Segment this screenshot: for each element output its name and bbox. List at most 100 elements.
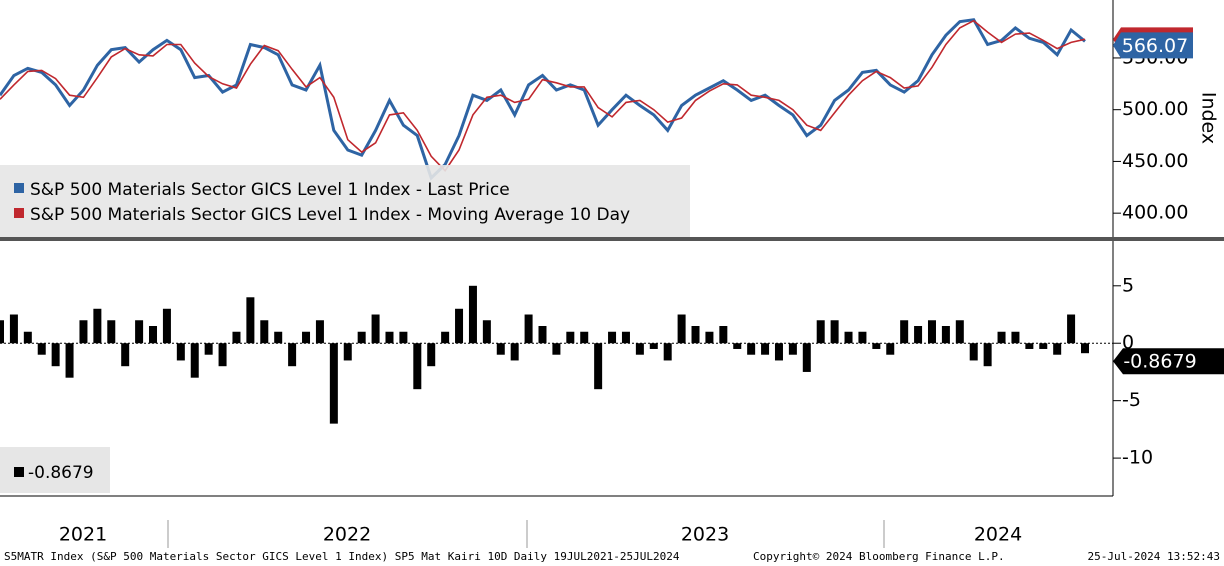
kairi-bar xyxy=(844,331,853,344)
kairi-bar xyxy=(385,331,394,344)
kairi-bar xyxy=(774,343,783,361)
kairi-bar xyxy=(858,331,867,344)
y-tick-label: 400.00 xyxy=(1122,202,1188,224)
kairi-bar xyxy=(941,326,950,344)
kairi-bar xyxy=(357,331,366,344)
kairi-bar xyxy=(649,343,658,349)
overlay: S&P 500 Materials Sector GICS Level 1 In… xyxy=(14,27,1224,483)
footer: 25-Jul-2024 13:52:43 xyxy=(1088,550,1220,563)
kairi-bar xyxy=(496,343,505,355)
kairi-bar xyxy=(0,320,4,344)
kairi-bar xyxy=(733,343,742,349)
kairi-bar xyxy=(927,320,936,344)
kairi-bar xyxy=(705,331,714,344)
kairi-bar xyxy=(51,343,60,367)
kairi-bar xyxy=(274,331,283,344)
y-tick-label: -10 xyxy=(1122,447,1153,469)
kairi-bar xyxy=(677,314,686,344)
kairi-bar xyxy=(747,343,756,355)
last-value-label: 566.07 xyxy=(1122,35,1188,57)
legend-label: S&P 500 Materials Sector GICS Level 1 In… xyxy=(30,180,510,200)
kairi-bar xyxy=(1025,343,1034,349)
kairi-bar xyxy=(788,343,797,355)
kairi-bar xyxy=(468,285,477,344)
kairi-bar xyxy=(580,331,589,344)
kairi-bar xyxy=(1039,343,1048,349)
kairi-bar xyxy=(190,343,199,378)
kairi-bar xyxy=(914,326,923,344)
legend-swatch xyxy=(14,183,24,193)
kairi-bar xyxy=(204,343,213,355)
kairi-bar xyxy=(955,320,964,344)
last-value-box xyxy=(1113,32,1193,59)
x-tick-label: 2023 xyxy=(681,524,729,546)
kairi-bar xyxy=(260,320,269,344)
last-value-label: -0.8679 xyxy=(1123,351,1196,373)
footer: Copyright© 2024 Bloomberg Finance L.P. xyxy=(753,550,1005,563)
kairi-bar xyxy=(1067,314,1076,344)
kairi-bar xyxy=(1081,343,1089,354)
x-tick-label: 2022 xyxy=(323,524,371,546)
kairi-bar xyxy=(65,343,74,378)
kairi-bar xyxy=(524,314,533,344)
kairi-bar xyxy=(830,320,839,344)
legend-swatch xyxy=(14,208,24,218)
kairi-bar xyxy=(691,326,700,344)
y-axis-title: Index xyxy=(1198,92,1220,144)
kairi-bar xyxy=(371,314,380,344)
kairi-bar xyxy=(594,343,603,390)
kairi-bar xyxy=(93,308,102,344)
kairi-bar xyxy=(482,320,491,344)
kairi-bar xyxy=(329,343,338,424)
x-tick-label: 2024 xyxy=(974,524,1022,546)
y-tick-label: 5 xyxy=(1122,274,1134,296)
kairi-bar xyxy=(162,308,171,344)
kairi-bar xyxy=(427,343,436,367)
x-tick-label: 2021 xyxy=(59,524,107,546)
kairi-bar xyxy=(872,343,881,349)
kairi-bar xyxy=(802,343,811,372)
kairi-bar xyxy=(288,343,297,367)
footer: S5MATR Index (S&P 500 Materials Sector G… xyxy=(4,550,680,563)
kairi-bar xyxy=(719,326,728,344)
legend-box xyxy=(0,165,690,237)
kairi-bar xyxy=(121,343,130,367)
kairi-bar xyxy=(37,343,46,355)
legend-label: -0.8679 xyxy=(28,463,94,483)
legend-label: S&P 500 Materials Sector GICS Level 1 In… xyxy=(30,205,630,225)
kairi-bar xyxy=(455,308,464,344)
kairi-bar xyxy=(997,331,1006,344)
kairi-bar xyxy=(441,331,450,344)
kairi-bar xyxy=(552,343,561,355)
price-line xyxy=(0,19,1086,172)
kairi-bar xyxy=(1011,331,1020,344)
kairi-bar xyxy=(9,314,18,344)
last-value-box xyxy=(1113,348,1224,375)
kairi-bar xyxy=(107,320,116,344)
kairi-bar xyxy=(135,320,144,344)
kairi-bar xyxy=(983,343,992,367)
kairi-bar xyxy=(79,320,88,344)
kairi-bar xyxy=(663,343,672,361)
kairi-bar xyxy=(149,326,158,344)
kairi-bar xyxy=(315,320,324,344)
kairi-bar xyxy=(608,331,617,344)
kairi-bar xyxy=(566,331,575,344)
kairi-bar xyxy=(969,343,978,361)
kairi-bar xyxy=(621,331,630,344)
kairi-bar xyxy=(538,326,547,344)
kairi-bar xyxy=(176,343,185,361)
kairi-bar xyxy=(761,343,770,355)
kairi-bar xyxy=(343,343,352,361)
panel-separator xyxy=(0,237,1224,241)
kairi-bar xyxy=(246,297,255,344)
kairi-bar xyxy=(413,343,422,390)
kairi-bar xyxy=(635,343,644,355)
kairi-bar xyxy=(1053,343,1062,355)
kairi-bar xyxy=(816,320,825,344)
kairi-bar xyxy=(23,331,32,344)
y-tick-label: 450.00 xyxy=(1122,150,1188,172)
kairi-bar xyxy=(232,331,241,344)
